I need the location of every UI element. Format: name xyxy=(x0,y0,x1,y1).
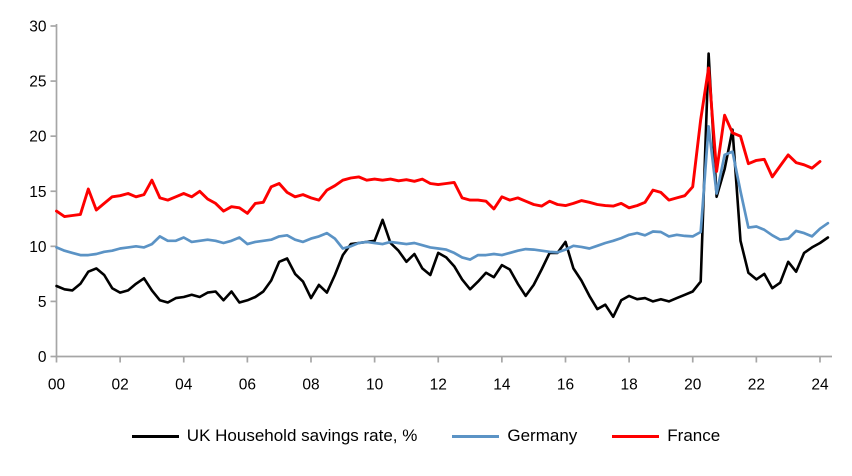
x-tick-label: 10 xyxy=(366,377,384,394)
france-legend-label: France xyxy=(667,426,721,445)
y-tick-label: 25 xyxy=(29,74,46,91)
y-tick-label: 0 xyxy=(38,349,47,366)
x-tick-label: 02 xyxy=(111,377,128,394)
x-tick-label: 08 xyxy=(302,377,319,394)
legend-item-uk: UK Household savings rate, % xyxy=(131,426,418,446)
x-tick-label: 04 xyxy=(175,377,193,394)
germany-legend-label: Germany xyxy=(507,426,578,445)
x-tick-label: 16 xyxy=(557,377,574,394)
uk-line xyxy=(55,52,830,319)
uk-line-swatch xyxy=(131,434,179,438)
y-tick-label: 10 xyxy=(29,239,47,256)
x-tick-label: 00 xyxy=(48,377,66,394)
x-tick-label: 14 xyxy=(493,377,511,394)
germany-line-swatch xyxy=(452,434,500,438)
x-tick-label: 06 xyxy=(239,377,256,394)
y-tick-label: 20 xyxy=(29,129,47,146)
legend-item-germany: Germany xyxy=(452,426,577,446)
legend: UK Household savings rate, % Germany Fra… xyxy=(0,426,852,446)
x-tick-label: 24 xyxy=(811,377,829,394)
x-tick-label: 20 xyxy=(684,377,702,394)
france-line xyxy=(55,66,822,219)
x-tick-label: 22 xyxy=(748,377,765,394)
uk-legend-label: UK Household savings rate, % xyxy=(186,426,418,445)
legend-item-france: France xyxy=(612,426,720,446)
x-tick-label: 12 xyxy=(430,377,447,394)
france-line-swatch xyxy=(612,434,660,438)
y-tick-label: 15 xyxy=(29,184,46,201)
y-tick-label: 5 xyxy=(38,294,47,311)
germany-line xyxy=(55,124,830,261)
y-tick-label: 30 xyxy=(29,19,47,36)
x-tick-label: 18 xyxy=(620,377,637,394)
